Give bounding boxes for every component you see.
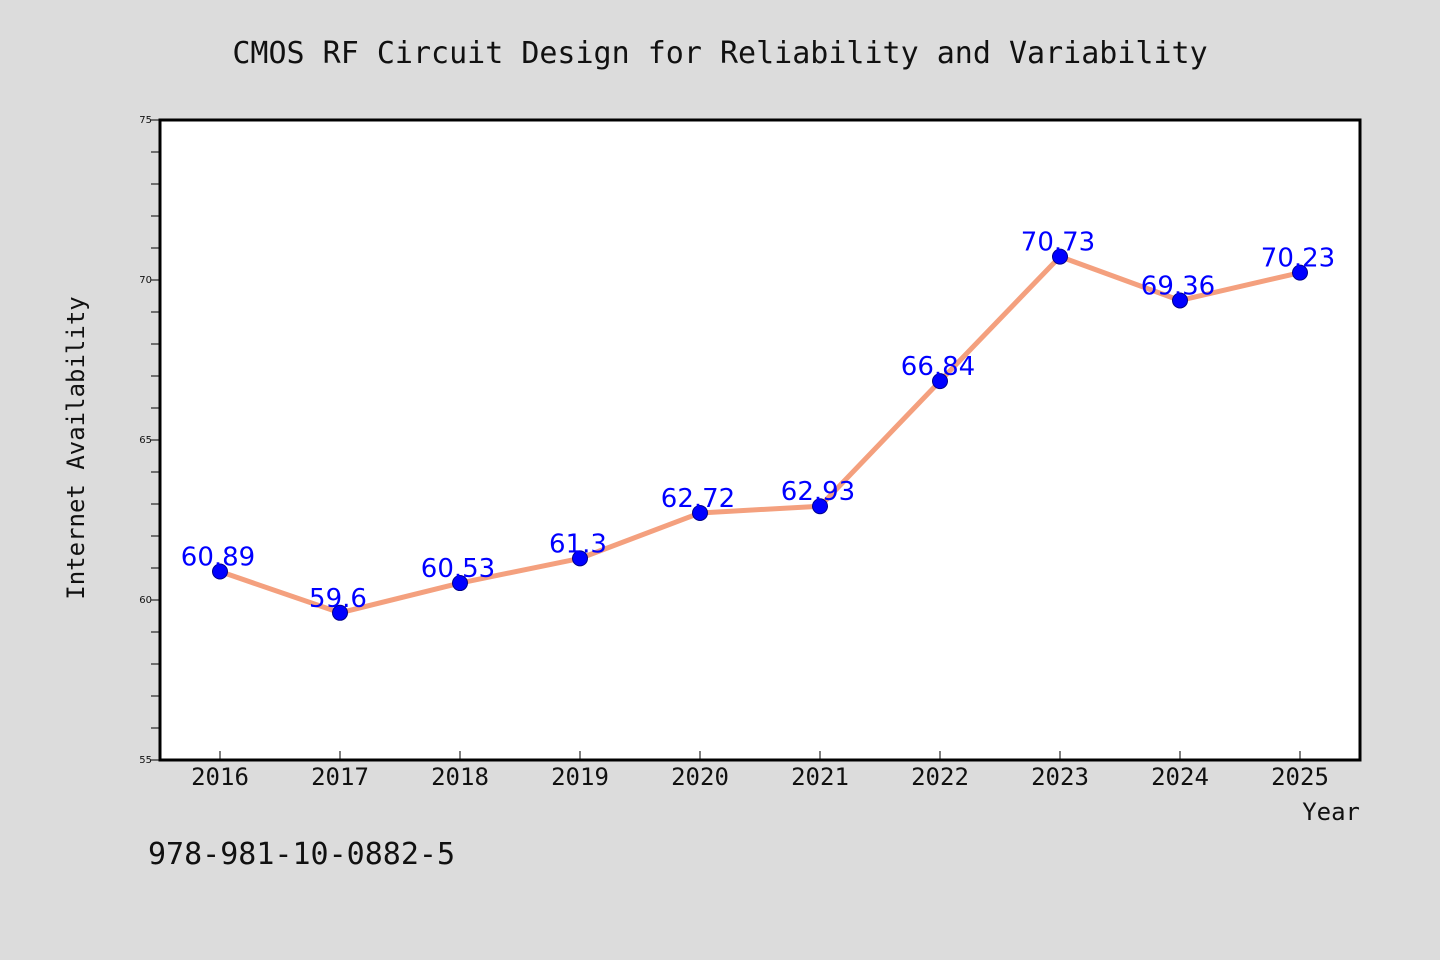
data-point bbox=[332, 604, 348, 621]
series-group: 60.89 59.6 60.53 61.3 62.72 62.93 66.84 70.73 69… bbox=[181, 228, 1335, 621]
x-tick-label: 2018 bbox=[431, 763, 489, 791]
data-label: 66.84 bbox=[901, 352, 975, 382]
plot-frame bbox=[158, 118, 1362, 762]
data-label: 62.72 bbox=[661, 484, 735, 514]
data-point bbox=[932, 373, 948, 390]
x-tick-label: 2020 bbox=[671, 763, 729, 791]
x-tick-label: 2019 bbox=[551, 763, 609, 791]
y-tick-label: 55 bbox=[139, 755, 152, 766]
y-axis-title: Internet Availability bbox=[62, 296, 90, 599]
data-label: 70.73 bbox=[1021, 228, 1095, 258]
data-point bbox=[692, 504, 708, 521]
data-point bbox=[1292, 264, 1308, 281]
y-tick-label: 60 bbox=[139, 595, 152, 606]
data-point bbox=[572, 550, 588, 567]
x-tick-label: 2017 bbox=[311, 763, 369, 791]
x-tick-label: 2021 bbox=[791, 763, 849, 791]
x-tick-label: 2016 bbox=[191, 763, 249, 791]
data-label: 59.6 bbox=[309, 584, 367, 614]
data-point bbox=[812, 498, 828, 515]
plot-area bbox=[160, 120, 1360, 760]
y-tick-label: 65 bbox=[139, 435, 152, 446]
x-tick-label: 2023 bbox=[1031, 763, 1089, 791]
chart-title: CMOS RF Circuit Design for Reliability a… bbox=[232, 36, 1207, 71]
y-axis-ticks: 55 60 65 70 75 bbox=[139, 115, 160, 766]
isbn-label: 978-981-10-0882-5 bbox=[148, 837, 455, 872]
data-point bbox=[1052, 248, 1068, 265]
y-tick-label: 75 bbox=[139, 115, 152, 126]
x-axis-title: Year bbox=[1302, 798, 1360, 826]
data-label: 60.89 bbox=[181, 543, 255, 573]
series-line bbox=[217, 254, 1303, 616]
data-point bbox=[452, 575, 468, 592]
data-point bbox=[1172, 292, 1188, 309]
data-label: 69.36 bbox=[1141, 271, 1215, 301]
x-tick-label: 2025 bbox=[1271, 763, 1329, 791]
data-label: 70.23 bbox=[1261, 244, 1335, 274]
x-tick-label: 2024 bbox=[1151, 763, 1209, 791]
data-label: 61.3 bbox=[549, 529, 607, 559]
x-tick-label: 2022 bbox=[911, 763, 969, 791]
data-point bbox=[212, 563, 228, 580]
data-label: 62.93 bbox=[781, 477, 855, 507]
data-label: 60.53 bbox=[421, 554, 495, 584]
x-axis-ticks: 2016 2017 2018 2019 2020 2021 2022 2023 2024 2025 bbox=[191, 751, 1329, 791]
y-tick-label: 70 bbox=[139, 275, 152, 286]
